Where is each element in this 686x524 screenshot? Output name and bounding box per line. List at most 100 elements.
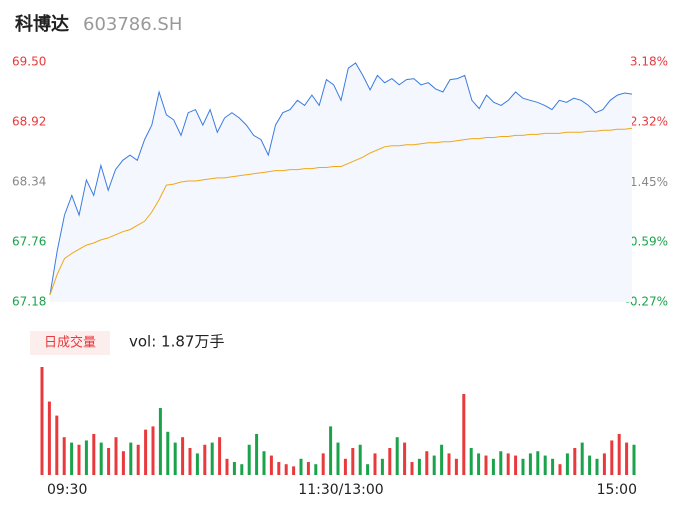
volume-bar	[447, 453, 451, 475]
y-tick-label: 67.18	[12, 295, 46, 309]
volume-bar	[351, 448, 355, 475]
volume-bar	[595, 458, 599, 475]
volume-bar	[232, 462, 236, 475]
volume-bar	[558, 464, 562, 475]
volume-bar	[277, 462, 281, 475]
volume-bar	[462, 394, 466, 475]
x-tick-label: 09:30	[47, 482, 87, 498]
volume-bar	[158, 408, 162, 475]
y-tick-label: 69.50	[12, 55, 46, 69]
volume-bar	[410, 462, 414, 475]
volume-bar	[617, 433, 621, 475]
volume-bar	[388, 448, 392, 475]
volume-bar	[358, 444, 362, 475]
line-average	[49, 127, 633, 295]
volume-bar	[573, 448, 577, 475]
volume-bar	[269, 455, 273, 475]
volume-bar	[99, 442, 103, 475]
volume-bar	[144, 429, 148, 475]
y2-tick-label: 3.18%	[630, 55, 668, 69]
stock-name: 科博达	[15, 13, 69, 35]
volume-bar	[62, 437, 66, 475]
volume-bar	[55, 415, 59, 475]
volume-bar	[210, 442, 214, 475]
volume-bar	[403, 442, 407, 475]
volume-bar	[477, 453, 481, 475]
stock-code: 603786.SH	[83, 14, 182, 35]
volume-bar	[551, 458, 555, 475]
volume-bar	[580, 442, 584, 475]
volume-bar	[625, 442, 629, 475]
volume-bar	[173, 442, 177, 475]
volume-bar	[610, 440, 614, 475]
volume-bar	[114, 437, 118, 475]
volume-bar	[299, 458, 303, 475]
volume-bar	[195, 453, 199, 475]
y-tick-label: 68.92	[12, 115, 46, 129]
volume-bar	[366, 464, 370, 475]
y2-tick-label: 0.59%	[630, 235, 668, 249]
volume-bar	[92, 433, 96, 475]
volume-total: vol: 1.87万手	[129, 333, 224, 351]
volume-bar	[417, 458, 421, 475]
volume-bar	[314, 464, 318, 475]
y2-tick-label: 2.32%	[630, 114, 668, 128]
volume-bar	[454, 458, 458, 475]
volume-bar	[469, 448, 473, 475]
volume-bar	[47, 401, 51, 475]
volume-bar	[218, 437, 222, 475]
volume-bar	[151, 426, 155, 475]
price-area	[50, 63, 632, 302]
volume-bar	[425, 451, 429, 475]
volume-bar	[432, 455, 436, 475]
volume-bar	[284, 464, 288, 475]
volume-bar	[484, 455, 488, 475]
volume-bar	[343, 458, 347, 475]
volume-bar	[395, 437, 399, 475]
volume-bar	[506, 453, 510, 475]
volume-title: 日成交量	[44, 335, 96, 351]
y2-tick-label: 1.45%	[630, 175, 668, 189]
volume-bar	[536, 451, 540, 475]
volume-bar	[40, 367, 44, 475]
volume-bar	[255, 433, 259, 475]
volume-bar	[336, 442, 340, 475]
volume-bar	[166, 431, 170, 475]
volume-bar	[292, 466, 296, 475]
volume-bar	[136, 444, 140, 475]
volume-bar	[121, 451, 125, 475]
volume-bar	[521, 458, 525, 475]
volume-bar	[70, 442, 74, 475]
y-tick-label: 67.76	[12, 235, 46, 249]
volume-bar	[181, 437, 185, 475]
volume-bar	[129, 442, 133, 475]
volume-bar	[107, 448, 111, 475]
volume-bar	[84, 440, 88, 475]
y2-tick-label: -0.27%	[626, 295, 668, 309]
volume-bar	[262, 451, 266, 475]
volume-bar	[321, 453, 325, 475]
volume-bar	[514, 455, 518, 475]
volume-bar	[188, 448, 192, 475]
volume-bar	[499, 451, 503, 475]
volume-bar	[632, 444, 636, 475]
y-tick-label: 68.34	[12, 175, 46, 189]
x-tick-label: 15:00	[597, 482, 637, 498]
x-tick-label: 11:30/13:00	[298, 482, 383, 498]
volume-bar	[373, 453, 377, 475]
line-price	[49, 62, 633, 295]
volume-bar	[203, 444, 207, 475]
volume-bar	[306, 462, 310, 475]
volume-bar	[440, 444, 444, 475]
volume-bar	[240, 464, 244, 475]
volume-badge	[30, 331, 110, 355]
volume-bar	[247, 444, 251, 475]
volume-bar	[77, 444, 81, 475]
volume-bar	[491, 458, 495, 475]
volume-bar	[588, 455, 592, 475]
volume-bar	[543, 455, 547, 475]
volume-bar	[565, 453, 569, 475]
volume-bar	[329, 426, 333, 475]
volume-bar	[380, 458, 384, 475]
